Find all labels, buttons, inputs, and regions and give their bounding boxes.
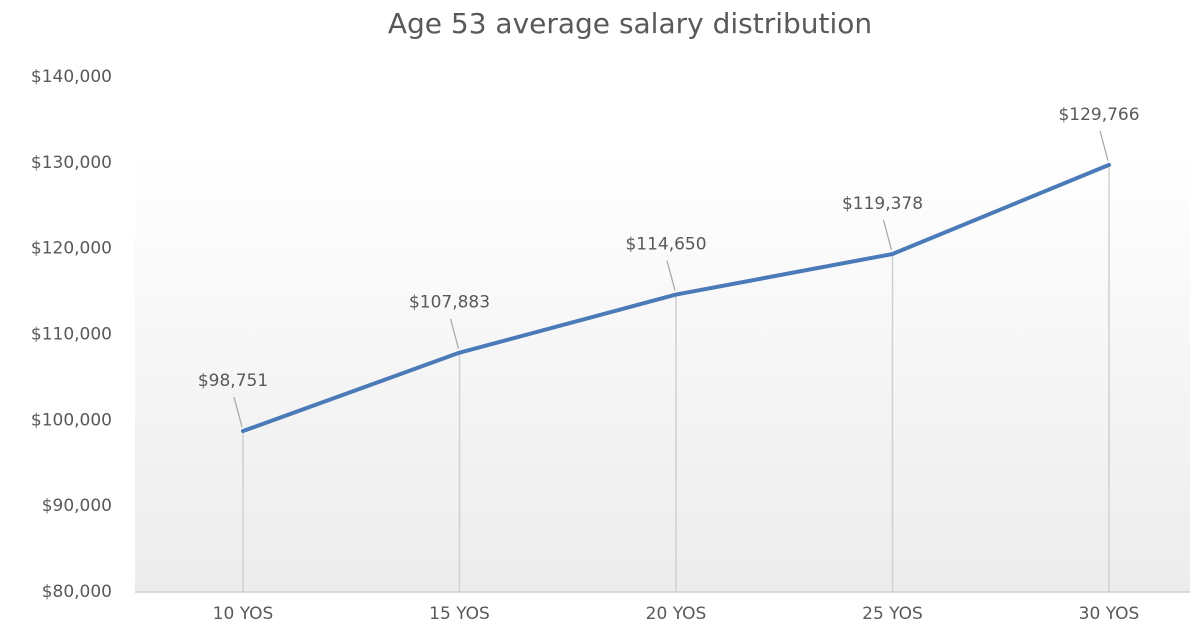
data-label: $114,650	[625, 235, 706, 255]
label-leader	[233, 396, 243, 428]
y-tick-label: $130,000	[31, 153, 112, 173]
data-label: $129,766	[1058, 105, 1139, 125]
label-leader	[666, 260, 676, 291]
y-tick-label: $120,000	[31, 239, 112, 259]
x-tick-label: 25 YOS	[862, 604, 923, 624]
plot-background	[135, 150, 1190, 592]
y-tick-label: $110,000	[31, 325, 112, 345]
x-tick-label: 30 YOS	[1079, 604, 1140, 624]
y-tick-label: $80,000	[42, 582, 112, 602]
chart-title: Age 53 average salary distribution	[388, 7, 872, 40]
x-tick-label: 20 YOS	[646, 604, 707, 624]
y-tick-label: $140,000	[31, 67, 112, 87]
data-label: $119,378	[842, 194, 923, 214]
x-tick-label: 10 YOS	[213, 604, 274, 624]
data-label: $98,751	[198, 371, 268, 391]
y-tick-label: $90,000	[42, 496, 112, 516]
data-label: $107,883	[409, 293, 490, 313]
x-tick-label: 15 YOS	[429, 604, 490, 624]
y-tick-label: $100,000	[31, 410, 112, 430]
series-line	[241, 162, 1111, 434]
label-leader	[449, 318, 460, 349]
label-leader	[1099, 130, 1109, 161]
label-leader	[882, 219, 893, 251]
